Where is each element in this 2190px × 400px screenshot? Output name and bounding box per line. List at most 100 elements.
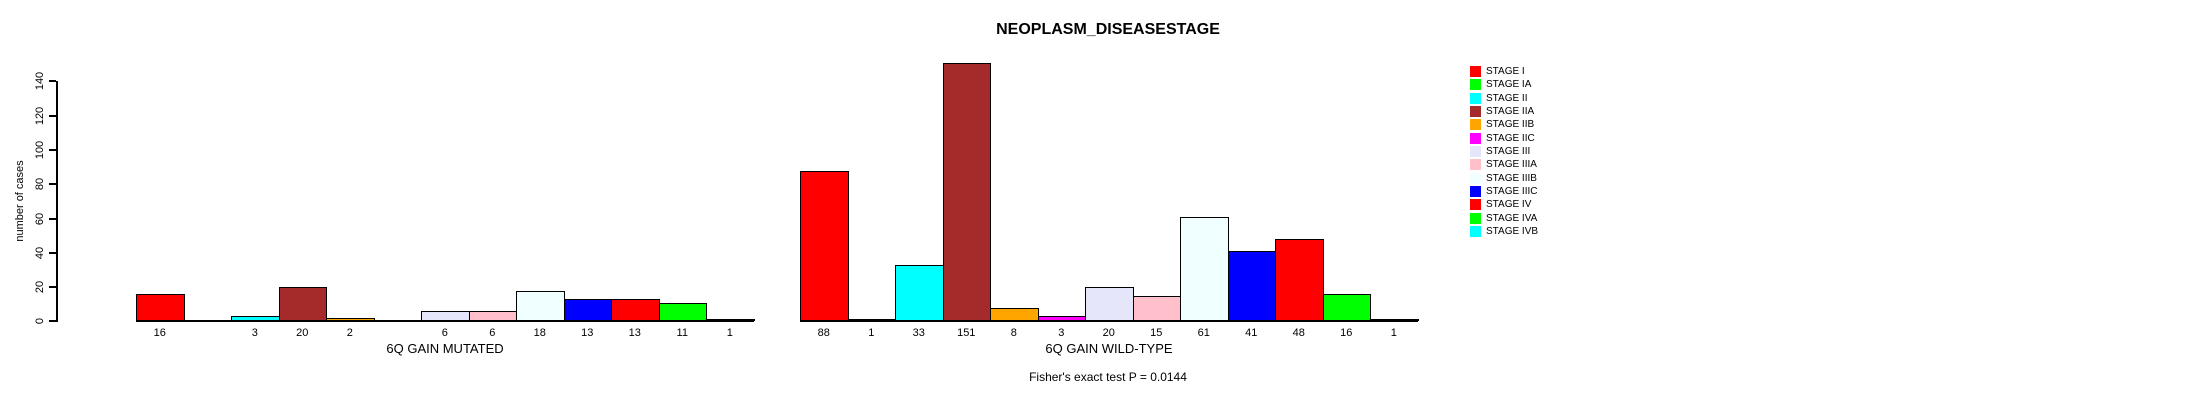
legend-label-stage-iia: STAGE IIA (1486, 105, 1535, 117)
bar-value-label-6q-gain-mutated-stage-ivb: 1 (726, 327, 733, 339)
legend-swatch-stage-ivb (1470, 225, 1481, 237)
y-tick-label-120: 120 (34, 106, 46, 125)
bar-value-label-6q-gain-wild-type-stage-iiia: 15 (1150, 327, 1163, 339)
legend-label-stage-ivb: STAGE IVB (1486, 225, 1539, 237)
bar-6q-gain-wild-type-stage-iiib (1180, 216, 1229, 322)
legend-label-stage-ii: STAGE II (1486, 92, 1528, 104)
legend-item-stage-ivb: STAGE IVB (1470, 225, 1539, 237)
legend-item-stage-i: STAGE I (1470, 66, 1525, 77)
bar-6q-gain-wild-type-stage-iib (990, 307, 1039, 322)
legend-swatch-stage-ii (1470, 92, 1481, 104)
y-tick-label-0: 0 (34, 318, 46, 325)
fisher-test-footnote: Fisher's exact test P = 0.0144 (1029, 370, 1187, 384)
y-tick-label-20: 20 (34, 280, 46, 294)
bar-value-label-6q-gain-mutated-stage-ii: 3 (251, 327, 258, 339)
y-tick-mark-60 (49, 217, 56, 220)
legend-swatch-stage-iv (1470, 199, 1481, 211)
legend-swatch-stage-iva (1470, 212, 1481, 224)
bar-value-label-6q-gain-wild-type-stage-iia: 151 (957, 327, 976, 339)
legend-label-stage-iic: STAGE IIC (1486, 132, 1535, 144)
legend-swatch-stage-iiia (1470, 159, 1481, 171)
bar-6q-gain-mutated-stage-iva (658, 302, 707, 322)
chart-title: NEOPLASM_DISEASESTAGE (996, 21, 1220, 38)
bar-value-label-6q-gain-wild-type-stage-iiic: 41 (1245, 327, 1258, 339)
legend-item-stage-iii: STAGE III (1470, 145, 1531, 157)
bar-value-label-6q-gain-mutated-stage-iiib: 18 (533, 327, 546, 339)
legend-swatch-stage-ia (1470, 79, 1481, 91)
bar-value-label-6q-gain-wild-type-stage-iiib: 61 (1197, 327, 1210, 339)
bar-value-label-6q-gain-mutated-stage-iiia: 6 (489, 327, 496, 339)
bar-value-label-6q-gain-mutated-stage-iv: 13 (628, 327, 641, 339)
bar-6q-gain-wild-type-stage-iiic (1227, 251, 1276, 322)
legend-label-stage-ia: STAGE IA (1486, 79, 1532, 91)
bar-value-label-6q-gain-mutated-stage-iia: 20 (296, 327, 309, 339)
legend-item-stage-ia: STAGE IA (1470, 79, 1532, 91)
legend-label-stage-iva: STAGE IVA (1486, 212, 1538, 224)
bar-value-label-6q-gain-mutated-stage-iib: 2 (346, 327, 353, 339)
x-axis-group-label-wildtype: 6Q GAIN WILD-TYPE (1045, 341, 1173, 356)
y-tick-mark-120 (49, 114, 56, 117)
y-tick-mark-20 (49, 286, 56, 289)
legend-label-stage-iiib: STAGE IIIB (1486, 172, 1537, 184)
bar-6q-gain-wild-type-stage-iv (1275, 239, 1324, 322)
bar-value-label-6q-gain-wild-type-stage-iva: 16 (1340, 327, 1353, 339)
bar-6q-gain-wild-type-stage-ii (895, 264, 944, 322)
bar-value-label-6q-gain-mutated-stage-iiic: 13 (581, 327, 594, 339)
bar-6q-gain-mutated-stage-i (136, 293, 185, 322)
legend-label-stage-iiic: STAGE IIIC (1486, 185, 1538, 197)
y-tick-mark-40 (49, 251, 56, 254)
bar-value-label-6q-gain-mutated-stage-i: 16 (153, 327, 166, 339)
y-tick-label-60: 60 (34, 212, 46, 225)
y-tick-label-100: 100 (34, 140, 46, 160)
bar-value-label-6q-gain-wild-type-stage-ia: 1 (868, 327, 875, 339)
bar-value-label-6q-gain-wild-type-stage-ii: 33 (912, 327, 925, 339)
legend-item-stage-iiic: STAGE IIIC (1470, 185, 1538, 197)
bar-value-label-6q-gain-mutated-stage-iva: 11 (676, 327, 688, 339)
bar-value-label-6q-gain-wild-type-stage-ivb: 1 (1390, 327, 1397, 339)
bar-6q-gain-wild-type-stage-iia (942, 62, 991, 322)
bar-6q-gain-wild-type-stage-iva (1322, 293, 1371, 322)
y-tick-label-80: 80 (34, 178, 46, 191)
legend-item-stage-ii: STAGE II (1470, 92, 1528, 104)
legend-item-stage-iiia: STAGE IIIA (1470, 159, 1537, 171)
y-tick-label-40: 40 (34, 246, 46, 259)
legend-label-stage-iv: STAGE IV (1486, 199, 1532, 211)
y-axis-line (56, 81, 58, 322)
bar-6q-gain-mutated-stage-iv (611, 299, 660, 322)
legend-swatch-stage-iiib (1470, 172, 1481, 184)
bar-6q-gain-mutated-stage-iiic (563, 299, 612, 322)
legend-swatch-stage-i (1470, 66, 1481, 77)
legend-swatch-stage-iia (1470, 105, 1481, 117)
y-tick-mark-80 (49, 183, 56, 186)
legend-item-stage-iv: STAGE IV (1470, 199, 1532, 211)
y-tick-label-140: 140 (34, 72, 46, 91)
bar-value-label-6q-gain-wild-type-stage-iii: 20 (1102, 327, 1115, 339)
legend-label-stage-iii: STAGE III (1486, 145, 1531, 157)
bar-value-label-6q-gain-wild-type-stage-iv: 48 (1292, 327, 1305, 339)
bar-6q-gain-mutated-stage-iia (278, 287, 327, 322)
legend-item-stage-iic: STAGE IIC (1470, 132, 1535, 144)
y-tick-mark-140 (49, 80, 56, 83)
bar-value-label-6q-gain-wild-type-stage-iib: 8 (1010, 327, 1017, 339)
x-axis-baseline-6q-gain-mutated (136, 320, 754, 323)
bar-6q-gain-mutated-stage-iiib (516, 290, 565, 322)
legend-swatch-stage-iiic (1470, 185, 1481, 197)
legend-label-stage-iiia: STAGE IIIA (1486, 159, 1537, 171)
x-axis-baseline-6q-gain-wild-type (800, 320, 1418, 323)
legend-item-stage-iia: STAGE IIA (1470, 105, 1535, 117)
y-tick-mark-100 (49, 148, 56, 151)
legend-swatch-stage-iic (1470, 132, 1481, 144)
legend-item-stage-iva: STAGE IVA (1470, 212, 1538, 224)
y-axis-label: number of cases (14, 160, 26, 242)
legend-label-stage-i: STAGE I (1486, 66, 1525, 77)
bar-value-label-6q-gain-mutated-stage-iii: 6 (441, 327, 448, 339)
bar-value-label-6q-gain-wild-type-stage-iic: 3 (1058, 327, 1065, 339)
legend-item-stage-iib: STAGE IIB (1470, 119, 1535, 131)
legend-swatch-stage-iib (1470, 119, 1481, 131)
legend-swatch-stage-iii (1470, 145, 1481, 157)
legend-label-stage-iib: STAGE IIB (1486, 119, 1535, 131)
bar-6q-gain-wild-type-stage-i (800, 170, 849, 322)
bar-6q-gain-wild-type-stage-iii (1085, 287, 1134, 322)
y-tick-mark-0 (49, 320, 56, 323)
